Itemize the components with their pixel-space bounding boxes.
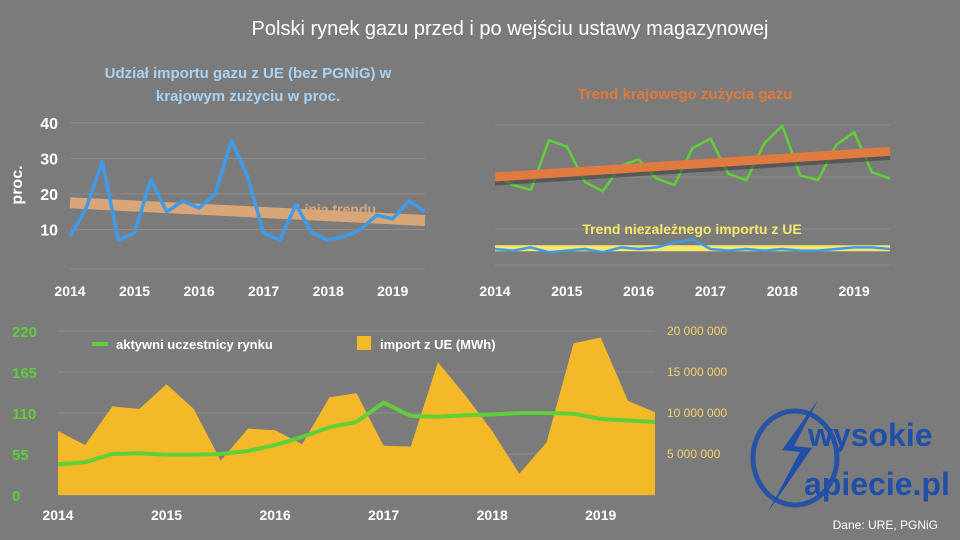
chart3-xtick-label: 2014 bbox=[42, 507, 73, 523]
chart1-xtick-label: 2019 bbox=[377, 283, 408, 299]
chart3-import-area bbox=[58, 337, 655, 495]
chart1-ytick-label: 30 bbox=[40, 151, 58, 168]
legend-participants-label: aktywni uczestnicy rynku bbox=[116, 337, 273, 352]
logo-text-line1: wysokie bbox=[807, 417, 933, 453]
chart3-left-tick-label: 55 bbox=[12, 447, 29, 464]
chart2-import-series-line bbox=[494, 238, 891, 254]
chart2-import-trend-label: Trend niezależnego importu z UE bbox=[582, 221, 801, 237]
chart2-xtick-label: 2015 bbox=[551, 283, 582, 299]
chart3-right-tick-label: 10 000 000 bbox=[667, 406, 727, 420]
chart1-title-line1: Udział importu gazu z UE (bez PGNiG) w bbox=[105, 65, 392, 82]
logo-text-line2: apiecie.pl bbox=[804, 466, 950, 502]
chart2-xtick-label: 2018 bbox=[767, 283, 798, 299]
chart1-xtick-label: 2018 bbox=[313, 283, 344, 299]
legend-import-label: import z UE (MWh) bbox=[380, 337, 496, 352]
chart1-ylabel: proc. bbox=[9, 165, 26, 204]
chart2-consumption-trend-line bbox=[494, 146, 891, 182]
chart3-right-tick-label: 5 000 000 bbox=[667, 447, 721, 461]
chart2-xtick-label: 2019 bbox=[839, 283, 870, 299]
chart3-left-tick-label: 165 bbox=[12, 365, 37, 382]
chart3-xtick-label: 2017 bbox=[368, 507, 399, 523]
chart1-ytick-label: 10 bbox=[40, 222, 58, 239]
chart3-left-tick-label: 0 bbox=[12, 488, 20, 505]
chart2-consumption-trend-label: Trend krajowego zużycia gazu bbox=[577, 86, 792, 103]
chart3-xtick-label: 2016 bbox=[260, 507, 291, 523]
chart1-trend-label: Linia trendu bbox=[296, 201, 376, 217]
chart2-xtick-label: 2016 bbox=[623, 283, 654, 299]
chart1-xtick-label: 2017 bbox=[248, 283, 279, 299]
main-title: Polski rynek gazu przed i po wejściu ust… bbox=[251, 18, 769, 40]
chart3-xtick-label: 2019 bbox=[585, 507, 616, 523]
source-note: Dane: URE, PGNiG bbox=[832, 518, 938, 532]
chart3-xtick-label: 2018 bbox=[477, 507, 508, 523]
chart3-participants-line bbox=[57, 400, 656, 467]
chart1-title-line2: krajowym zużyciu w proc. bbox=[156, 88, 340, 105]
chart3-xtick-label: 2015 bbox=[151, 507, 182, 523]
chart3-left-tick-label: 220 bbox=[12, 324, 37, 341]
chart1-xtick-label: 2015 bbox=[119, 283, 150, 299]
logo-ring bbox=[750, 408, 840, 508]
chart2-xtick-label: 2014 bbox=[479, 283, 510, 299]
chart1-ytick-label: 40 bbox=[40, 116, 58, 133]
logo-wysokie-napiecie: wysokie apiecie.pl bbox=[750, 400, 950, 512]
chart3-right-tick-label: 15 000 000 bbox=[667, 365, 727, 379]
chart1-xtick-label: 2016 bbox=[184, 283, 215, 299]
chart2-xtick-label: 2017 bbox=[695, 283, 726, 299]
chart1-ytick-label: 20 bbox=[40, 187, 58, 204]
chart1-trend-line bbox=[69, 197, 426, 227]
chart2-consumption-series-line bbox=[494, 124, 891, 193]
chart3-right-tick-label: 20 000 000 bbox=[667, 324, 727, 338]
chart1-series-line bbox=[68, 138, 426, 242]
legend-import-swatch bbox=[357, 336, 371, 350]
chart1-xtick-label: 2014 bbox=[54, 283, 85, 299]
chart3-left-tick-label: 110 bbox=[12, 406, 36, 423]
